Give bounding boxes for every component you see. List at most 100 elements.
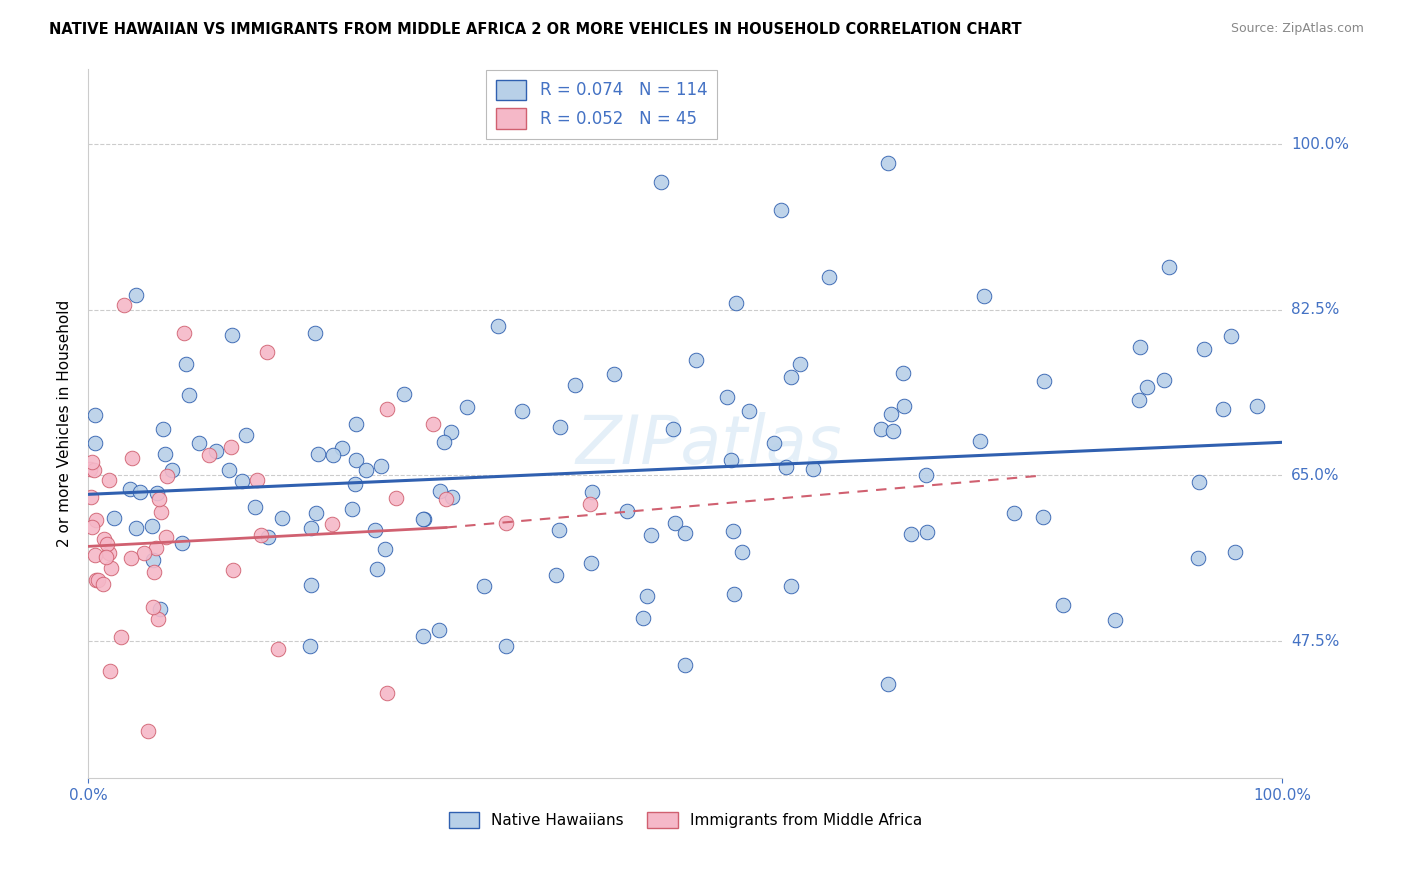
Point xyxy=(299,639,322,653)
Point xyxy=(472,579,495,593)
Point xyxy=(664,516,686,531)
Point xyxy=(375,686,398,700)
Point xyxy=(256,345,278,359)
Point xyxy=(1002,506,1025,520)
Text: Source: ZipAtlas.com: Source: ZipAtlas.com xyxy=(1230,22,1364,36)
Point xyxy=(91,577,114,591)
Point xyxy=(84,573,107,587)
Point xyxy=(1194,342,1216,356)
Point xyxy=(723,524,745,538)
Point xyxy=(723,587,745,601)
Point xyxy=(188,436,211,450)
Point xyxy=(156,468,179,483)
Point xyxy=(100,560,122,574)
Point xyxy=(1157,260,1180,274)
Point xyxy=(763,436,786,450)
Point xyxy=(160,463,183,477)
Point xyxy=(1032,509,1054,524)
Point xyxy=(231,474,253,488)
Point xyxy=(877,156,900,170)
Point xyxy=(375,402,398,417)
Point xyxy=(142,600,165,615)
Point xyxy=(173,326,195,341)
Point xyxy=(174,357,197,371)
Point xyxy=(84,409,107,423)
Point xyxy=(877,676,900,690)
Point xyxy=(94,550,117,565)
Point xyxy=(578,497,600,511)
Point xyxy=(84,435,107,450)
Point xyxy=(737,404,759,418)
Point xyxy=(373,541,395,556)
Point xyxy=(83,463,105,477)
Point xyxy=(661,422,683,436)
Point xyxy=(1104,613,1126,627)
Point xyxy=(340,502,363,516)
Point xyxy=(548,419,571,434)
Point xyxy=(143,566,166,580)
Point xyxy=(120,551,142,566)
Point xyxy=(581,484,603,499)
Point xyxy=(769,203,792,218)
Point xyxy=(321,516,343,531)
Legend: Native Hawaiians, Immigrants from Middle Africa: Native Hawaiians, Immigrants from Middle… xyxy=(443,806,928,834)
Point xyxy=(456,400,478,414)
Point xyxy=(307,447,329,461)
Point xyxy=(412,512,434,526)
Point xyxy=(118,482,141,496)
Point xyxy=(779,370,801,384)
Point xyxy=(882,424,904,438)
Point xyxy=(1153,374,1175,388)
Point xyxy=(969,434,991,448)
Point xyxy=(640,528,662,542)
Text: 100.0%: 100.0% xyxy=(1291,136,1348,152)
Point xyxy=(1187,550,1209,565)
Point xyxy=(125,521,148,535)
Point xyxy=(510,404,533,418)
Point xyxy=(440,425,463,440)
Point xyxy=(1052,598,1074,612)
Point xyxy=(434,491,457,506)
Point xyxy=(79,461,101,475)
Point xyxy=(179,388,201,402)
Point xyxy=(98,546,121,560)
Point xyxy=(152,422,174,436)
Point xyxy=(354,463,377,477)
Point xyxy=(1136,380,1159,394)
Point xyxy=(142,553,165,567)
Point xyxy=(673,526,696,541)
Point xyxy=(636,589,658,603)
Point xyxy=(343,477,366,491)
Point xyxy=(80,520,103,534)
Point xyxy=(148,492,170,507)
Point xyxy=(650,175,672,189)
Point xyxy=(344,417,367,431)
Point xyxy=(110,630,132,644)
Point xyxy=(266,642,288,657)
Point xyxy=(141,518,163,533)
Point xyxy=(731,545,754,559)
Point xyxy=(221,440,243,454)
Point xyxy=(322,448,344,462)
Point xyxy=(197,448,219,462)
Point xyxy=(245,500,267,514)
Point xyxy=(775,459,797,474)
Point xyxy=(891,366,914,380)
Point xyxy=(121,450,143,465)
Point xyxy=(330,441,353,455)
Point xyxy=(304,326,326,341)
Point xyxy=(218,463,240,477)
Point xyxy=(579,556,602,570)
Point xyxy=(433,435,456,450)
Point xyxy=(915,468,938,483)
Point xyxy=(893,399,915,413)
Point xyxy=(915,525,938,540)
Point xyxy=(149,602,172,616)
Point xyxy=(1246,399,1268,413)
Point xyxy=(221,563,243,577)
Point xyxy=(1212,402,1234,417)
Point xyxy=(221,327,243,342)
Point xyxy=(720,453,742,467)
Point xyxy=(299,521,322,535)
Point xyxy=(631,611,654,625)
